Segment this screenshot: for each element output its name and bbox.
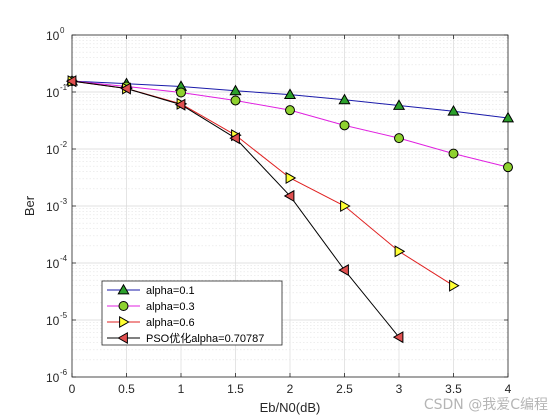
- legend-swatch-marker: [119, 315, 130, 329]
- data-point: [283, 189, 295, 203]
- x-tick-label: 1.5: [227, 382, 244, 396]
- y-tick-exponent: -3: [60, 197, 68, 206]
- data-point: [501, 111, 515, 123]
- data-point: [392, 99, 406, 110]
- y-tick-label: 10: [46, 200, 60, 214]
- data-point: [394, 245, 406, 258]
- data-point: [285, 105, 295, 116]
- legend: alpha=0.1 alpha=0.3 alpha=0.6 PSO优化alpha=0.…: [101, 280, 283, 346]
- y-tick-label: 10: [46, 371, 60, 385]
- x-axis-label: Eb/N0(dB): [260, 400, 321, 415]
- data-series: [65, 74, 515, 344]
- x-tick-label: 2: [287, 382, 294, 396]
- data-point: [174, 98, 186, 111]
- y-tick-exponent: -6: [60, 368, 68, 377]
- legend-swatch-marker: [118, 301, 129, 311]
- y-tick-label: 10: [46, 86, 60, 100]
- legend-label: alpha=0.3: [146, 301, 195, 313]
- data-point: [285, 171, 297, 185]
- y-tick-exponent: -4: [60, 254, 68, 263]
- y-tick-exponent: -5: [60, 311, 68, 320]
- x-tick-label: 3: [396, 382, 403, 396]
- legend-entry: alpha=0.6: [107, 315, 195, 329]
- y-tick-label: 10: [46, 257, 60, 271]
- x-tick-label: 1: [178, 382, 185, 396]
- legend-swatch-marker: [117, 331, 128, 345]
- data-point: [229, 132, 240, 145]
- x-tick-label: 4: [505, 382, 512, 396]
- legend-entry: alpha=0.1: [107, 283, 195, 297]
- data-point: [449, 279, 460, 292]
- watermark: CSDN @我爱C编程: [423, 397, 548, 413]
- x-tick-label: 0: [69, 382, 76, 396]
- y-tick-label: 10: [46, 143, 60, 157]
- data-point: [120, 82, 131, 95]
- data-point: [283, 88, 297, 100]
- legend-box: [101, 280, 283, 346]
- x-tick-label: 3.5: [445, 382, 462, 396]
- series-2: [67, 76, 513, 173]
- y-tick-exponent: 0: [60, 26, 65, 35]
- data-point: [65, 75, 77, 88]
- y-axis-label: Ber: [22, 195, 37, 216]
- data-point: [338, 93, 351, 105]
- data-point: [229, 84, 242, 96]
- x-tick-label: 0.5: [118, 382, 135, 396]
- data-point: [394, 133, 404, 144]
- data-point: [392, 331, 404, 344]
- y-tick-exponent: -1: [60, 83, 68, 92]
- legend-label: alpha=0.1: [146, 285, 195, 297]
- data-point: [339, 120, 350, 131]
- legend-label: PSO优化alpha=0.70787: [146, 331, 264, 345]
- series-4: [65, 75, 404, 344]
- legend-swatch-marker: [117, 283, 130, 295]
- legend-label: alpha=0.6: [146, 317, 195, 329]
- y-tick-exponent: -2: [60, 140, 68, 149]
- data-point: [503, 162, 513, 173]
- data-point: [230, 95, 241, 106]
- legend-entry: alpha=0.3: [107, 301, 195, 313]
- x-tick-label: 2.5: [336, 382, 353, 396]
- y-tick-label: 10: [46, 314, 60, 328]
- legend-entry: PSO优化alpha=0.70787: [107, 331, 264, 345]
- data-point: [447, 105, 460, 116]
- data-point: [448, 148, 459, 159]
- data-point: [176, 87, 186, 98]
- y-tick-label: 10: [46, 29, 60, 43]
- data-point: [338, 264, 349, 277]
- data-point: [340, 199, 351, 213]
